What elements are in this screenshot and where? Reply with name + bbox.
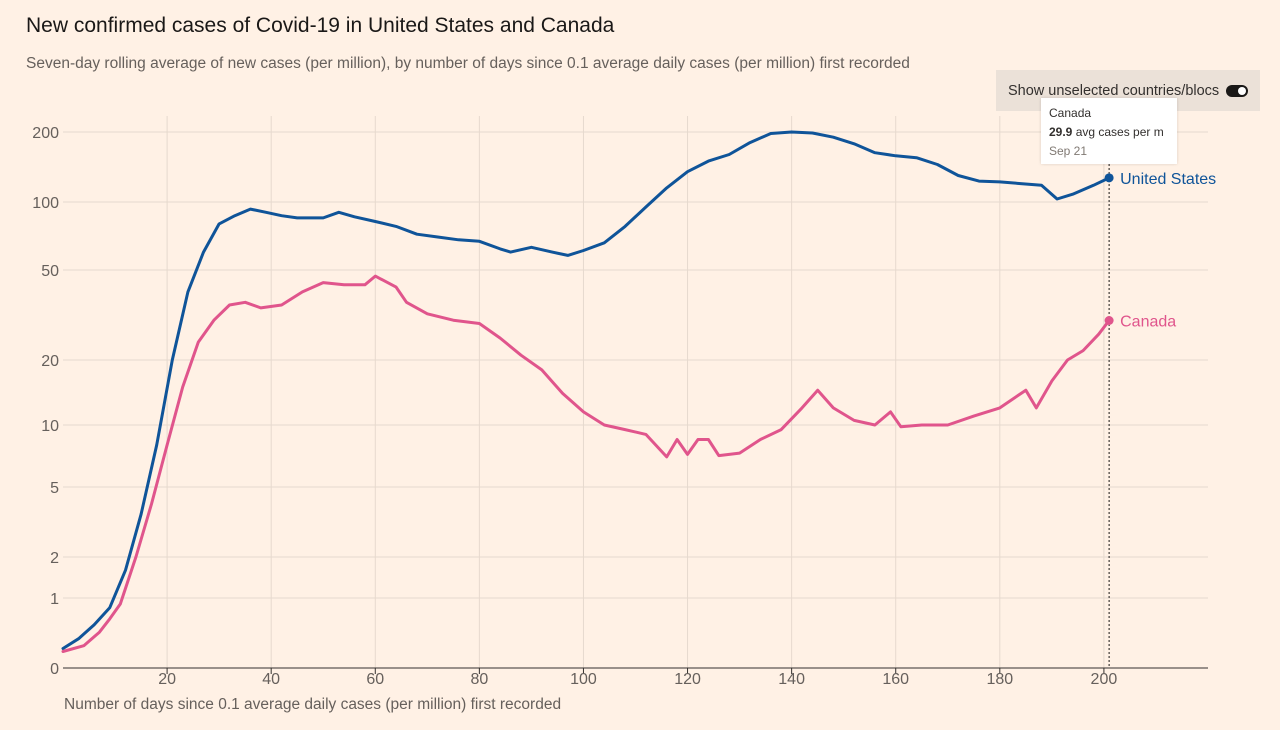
grid-lines — [63, 116, 1208, 668]
series-lines[interactable] — [61, 130, 1111, 653]
y-tick-label: 2 — [50, 550, 59, 567]
x-tick-label: 40 — [262, 671, 280, 688]
x-tick-label: 120 — [674, 671, 701, 688]
tooltip-country: Canada — [1049, 106, 1092, 120]
x-axis-label: Number of days since 0.1 average daily c… — [64, 696, 562, 713]
y-tick-label: 5 — [50, 480, 59, 497]
y-tick-label: 20 — [41, 353, 59, 370]
x-tick-label: 100 — [570, 671, 597, 688]
end-label-united-states: United States — [1120, 171, 1216, 188]
y-tick-label: 50 — [41, 263, 59, 280]
series-end-labels: United States Canada — [1104, 171, 1216, 331]
y-tick-label: 100 — [32, 195, 59, 212]
chart-subtitle: Seven-day rolling average of new cases (… — [26, 55, 910, 72]
axes: 0 1 2 5 10 20 50 100 200 20 40 60 80 100 120 140 160 180 2… — [32, 125, 1208, 688]
x-tick-label: 160 — [882, 671, 909, 688]
end-label-canada: Canada — [1120, 314, 1176, 331]
tooltip-value: 29.9 — [1049, 125, 1073, 139]
tooltip-value-line: 29.9 avg cases per m — [1049, 123, 1169, 142]
x-tick-label: 60 — [366, 671, 384, 688]
show-unselected-label: Show unselected countries/blocs — [1008, 82, 1220, 99]
y-tick-label: 0 — [50, 661, 59, 678]
chart-title: New confirmed cases of Covid-19 in Unite… — [26, 14, 615, 37]
end-point-canada — [1104, 316, 1114, 326]
end-point-united-states — [1104, 173, 1114, 183]
x-tick-label: 20 — [158, 671, 176, 688]
toggle-switch-icon[interactable] — [1226, 84, 1248, 97]
x-tick-label: 200 — [1091, 671, 1118, 688]
y-tick-label: 200 — [32, 125, 59, 142]
x-tick-label: 140 — [778, 671, 805, 688]
series-line-canada — [61, 274, 1111, 653]
x-tick-label: 80 — [470, 671, 488, 688]
y-tick-label: 1 — [50, 591, 59, 608]
tooltip-date: Sep 21 — [1049, 144, 1088, 158]
data-tooltip: Canada 29.9 avg cases per m Sep 21 — [1041, 98, 1177, 164]
y-tick-label: 10 — [41, 418, 59, 435]
tooltip-value-suffix: avg cases per m — [1072, 125, 1164, 139]
x-tick-label: 180 — [986, 671, 1013, 688]
toggle-knob — [1238, 86, 1246, 95]
series-line-united-states — [61, 130, 1111, 650]
